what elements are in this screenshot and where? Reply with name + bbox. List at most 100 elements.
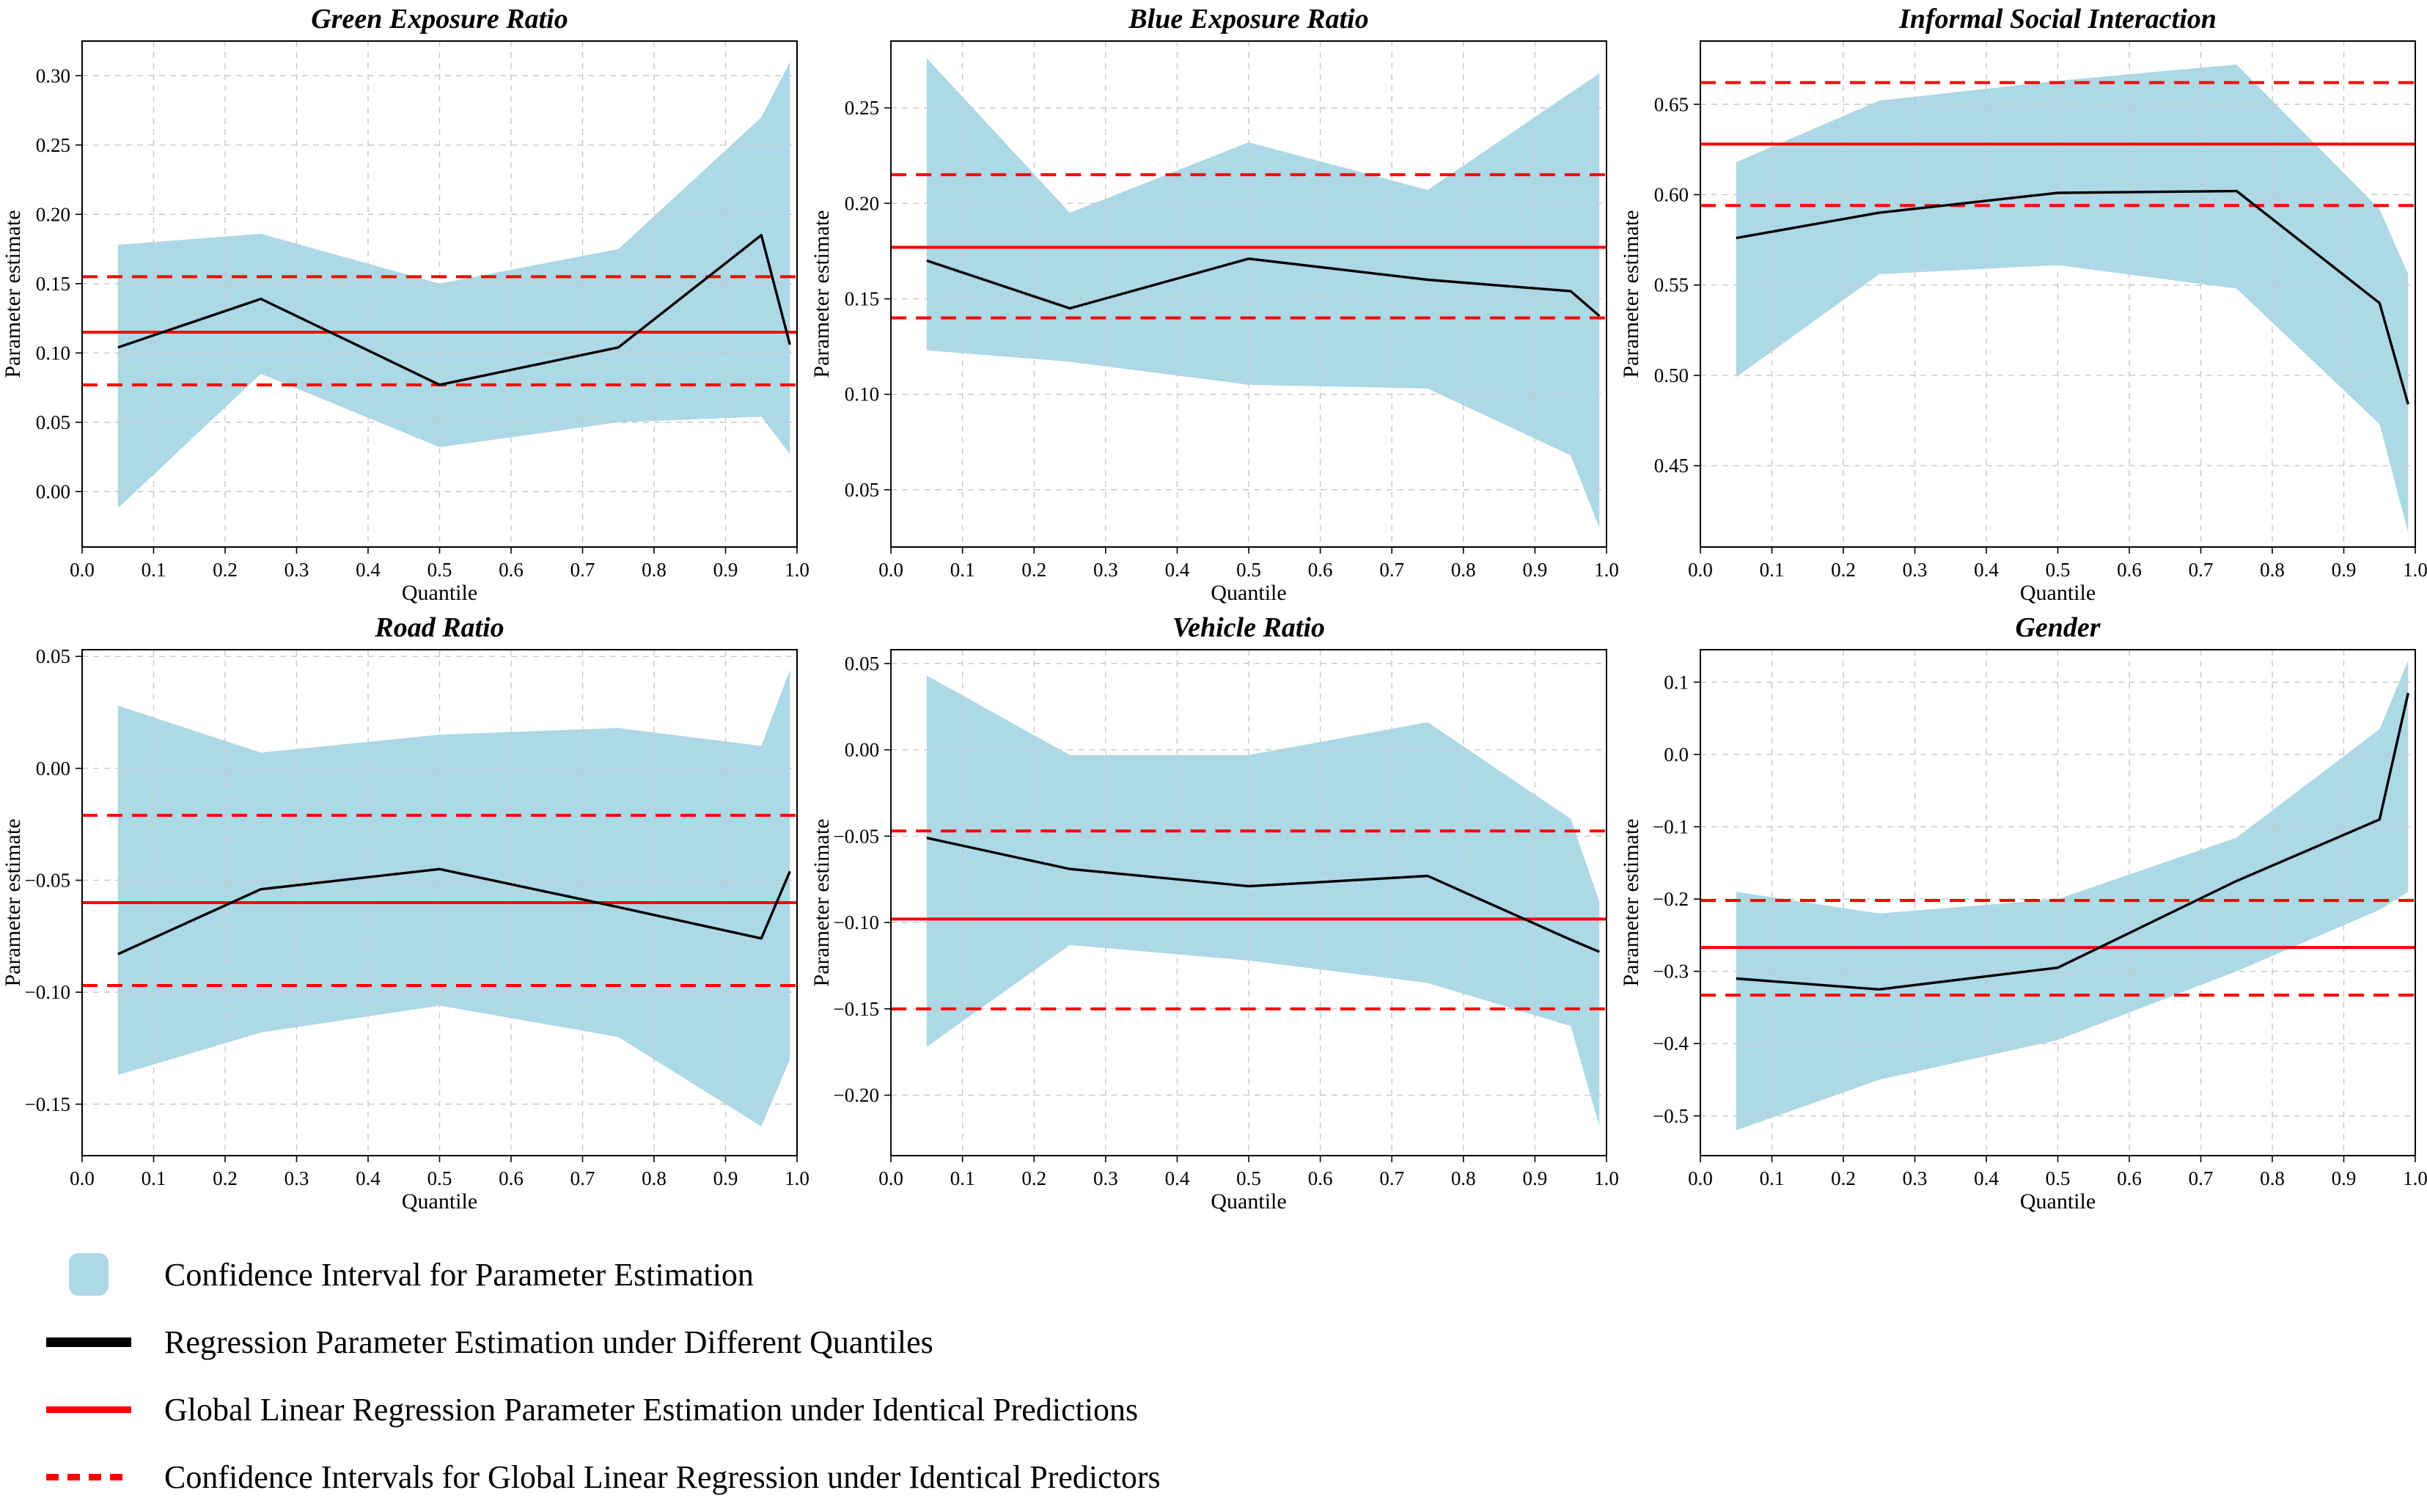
chart-title: Green Exposure Ratio — [311, 4, 568, 34]
y-tick-label: 0.55 — [1654, 274, 1689, 296]
x-tick-label: 0.3 — [1903, 559, 1928, 581]
legend-item-global-ci: Confidence Intervals for Global Linear R… — [45, 1443, 1161, 1511]
x-tick-label: 0.8 — [2260, 1167, 2285, 1189]
x-tick-label: 0.3 — [284, 1167, 309, 1189]
y-tick-label: −0.2 — [1653, 888, 1689, 910]
x-tick-label: 0.0 — [1688, 1167, 1713, 1189]
x-tick-label: 0.7 — [570, 559, 595, 581]
y-tick-label: −0.3 — [1653, 961, 1689, 983]
x-tick-label: 0.0 — [1688, 559, 1713, 581]
quantile-estimates-line — [117, 234, 791, 386]
confidence-band — [117, 669, 790, 1127]
x-tick-label: 0.9 — [2332, 559, 2357, 581]
x-tick-label: 0.7 — [2189, 559, 2214, 581]
x-tick-label: 0.0 — [878, 559, 903, 581]
x-tick-label: 1.0 — [1594, 1167, 1618, 1189]
x-tick-label: 0.1 — [950, 559, 975, 581]
y-tick-label: 0.15 — [845, 288, 879, 310]
x-tick-label: 0.8 — [1451, 559, 1476, 581]
y-tick-label: −0.5 — [1653, 1105, 1689, 1127]
x-tick-label: 0.6 — [2117, 559, 2142, 581]
y-tick-label: 0.25 — [845, 97, 879, 119]
legend-swatch-slot — [45, 1406, 132, 1413]
x-tick-label: 0.0 — [70, 559, 95, 581]
x-tick-label: 0.4 — [356, 1167, 381, 1189]
x-axis-label: Quantile — [2020, 1189, 2096, 1214]
x-tick-label: 0.6 — [499, 1167, 524, 1189]
x-axis-label: Quantile — [402, 581, 477, 605]
chart-vehicle-ratio: 0.0 0.1 0.2 0.3 0.4 0.5 0.6 0.7 0.8 0.9 1.0 0.05 0.0… — [809, 609, 1618, 1217]
chart-informal-social-interaction: 0.0 0.1 0.2 0.3 0.4 0.5 0.6 0.7 0.8 0.9 1.0 0.45 0.5… — [1618, 0, 2427, 609]
x-tick-label: 0.4 — [356, 559, 381, 581]
legend-swatch-slot — [45, 1337, 132, 1347]
y-tick-label: 0.05 — [845, 479, 879, 501]
legend-label: Regression Parameter Estimation under Di… — [164, 1324, 933, 1360]
x-tick-label: 0.6 — [2117, 1167, 2142, 1189]
y-tick-label: −0.15 — [834, 998, 880, 1020]
x-tick-label: 0.7 — [2189, 1167, 2214, 1189]
x-tick-label: 0.5 — [427, 1167, 452, 1189]
x-axis-label: Quantile — [402, 1189, 477, 1214]
x-tick-label: 0.9 — [713, 559, 738, 581]
x-tick-label: 0.1 — [142, 559, 166, 581]
x-tick-label: 0.5 — [1236, 1167, 1261, 1189]
chart-title: Gender — [2015, 612, 2101, 643]
y-tick-label: 0.1 — [1664, 671, 1689, 693]
x-tick-label: 0.2 — [213, 1167, 238, 1189]
x-tick-label: 0.3 — [1903, 1167, 1928, 1189]
chart-green-exposure-ratio: 0.0 0.1 0.2 0.3 0.4 0.5 0.6 0.7 0.8 0.9 1.0 0.00 0.0… — [0, 0, 809, 609]
x-tick-label: 0.0 — [70, 1167, 95, 1189]
x-tick-label: 0.1 — [1760, 1167, 1785, 1189]
y-axis-label: Parameter estimate — [1, 210, 25, 378]
x-tick-label: 1.0 — [785, 559, 809, 581]
y-axis-label: Parameter estimate — [1619, 210, 1643, 378]
x-tick-label: 0.6 — [1308, 1167, 1333, 1189]
x-tick-label: 0.3 — [1093, 1167, 1118, 1189]
x-tick-label: 0.4 — [1974, 1167, 1999, 1189]
x-tick-label: 0.8 — [2260, 559, 2285, 581]
x-axis-label: Quantile — [2020, 581, 2096, 605]
x-tick-label: 0.2 — [1021, 559, 1046, 581]
legend-item-confidence-band: Confidence Interval for Parameter Estima… — [45, 1241, 1161, 1308]
x-tick-label: 0.3 — [1093, 559, 1118, 581]
chart-svg-informal-social-interaction: 0.0 0.1 0.2 0.3 0.4 0.5 0.6 0.7 0.8 0.9 1.0 0.45 0.5… — [1619, 4, 2427, 605]
chart-svg-road-ratio: 0.0 0.1 0.2 0.3 0.4 0.5 0.6 0.7 0.8 0.9 1.0 0.05 0.0… — [1, 612, 809, 1214]
x-tick-label: 0.9 — [713, 1167, 738, 1189]
x-tick-label: 0.6 — [499, 559, 524, 581]
legend-label: Confidence Interval for Parameter Estima… — [164, 1256, 754, 1293]
legend-swatch-slot — [45, 1473, 132, 1480]
legend-item-global-estimate: Global Linear Regression Parameter Estim… — [45, 1376, 1161, 1443]
y-tick-label: 0.10 — [36, 342, 70, 364]
legend-item-quantile-estimates: Regression Parameter Estimation under Di… — [45, 1308, 1161, 1376]
y-tick-label: 0.0 — [1664, 744, 1689, 766]
quantile-estimates-line — [1736, 189, 2409, 405]
x-tick-label: 0.2 — [1831, 559, 1856, 581]
x-tick-label: 1.0 — [2403, 1167, 2427, 1189]
x-tick-label: 0.1 — [1760, 559, 1785, 581]
y-axis-label: Parameter estimate — [1, 818, 25, 986]
x-tick-label: 0.9 — [1523, 1167, 1548, 1189]
chart-blue-exposure-ratio: 0.0 0.1 0.2 0.3 0.4 0.5 0.6 0.7 0.8 0.9 1.0 0.05 0.1… — [809, 0, 1618, 609]
y-tick-label: 0.05 — [845, 653, 879, 675]
chart-svg-blue-exposure-ratio: 0.0 0.1 0.2 0.3 0.4 0.5 0.6 0.7 0.8 0.9 1.0 0.05 0.1… — [809, 4, 1618, 605]
x-tick-label: 0.9 — [2332, 1167, 2357, 1189]
confidence-band — [926, 58, 1600, 528]
quantile-estimates-line — [926, 257, 1601, 318]
chart-svg-vehicle-ratio: 0.0 0.1 0.2 0.3 0.4 0.5 0.6 0.7 0.8 0.9 1.0 0.05 0.0… — [809, 612, 1618, 1214]
x-tick-label: 0.8 — [642, 559, 667, 581]
y-tick-label: 0.00 — [36, 480, 70, 502]
y-tick-label: −0.15 — [25, 1093, 70, 1115]
y-tick-label: 0.50 — [1654, 364, 1689, 386]
y-tick-label: 0.00 — [845, 739, 879, 761]
chart-title: Vehicle Ratio — [1172, 612, 1325, 643]
legend-label: Global Linear Regression Parameter Estim… — [164, 1391, 1139, 1428]
y-tick-label: −0.05 — [834, 825, 880, 847]
legend-label: Confidence Intervals for Global Linear R… — [164, 1458, 1161, 1495]
x-tick-label: 0.7 — [1379, 559, 1404, 581]
chart-road-ratio: 0.0 0.1 0.2 0.3 0.4 0.5 0.6 0.7 0.8 0.9 1.0 0.05 0.0… — [0, 609, 809, 1217]
chart-svg-gender: 0.0 0.1 0.2 0.3 0.4 0.5 0.6 0.7 0.8 0.9 1.0 0.1 0.0 −… — [1619, 612, 2427, 1214]
x-tick-label: 0.6 — [1308, 559, 1333, 581]
chart-title: Blue Exposure Ratio — [1128, 4, 1368, 34]
legend: Confidence Interval for Parameter Estima… — [45, 1241, 1161, 1511]
